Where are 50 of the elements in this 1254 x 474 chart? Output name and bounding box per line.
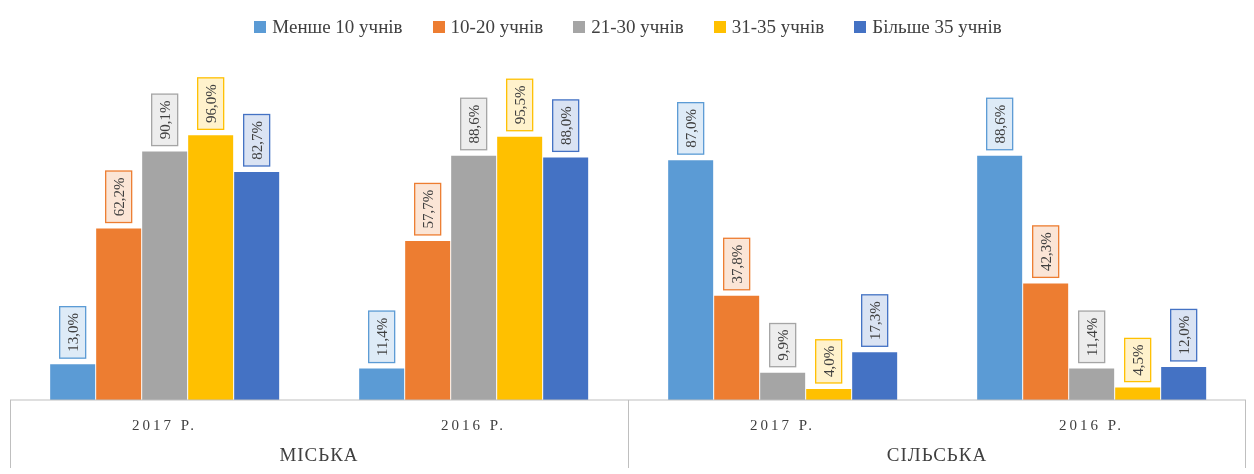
bar	[405, 240, 451, 400]
data-label: 11,4%	[1083, 317, 1100, 356]
data-label: 9,9%	[774, 329, 791, 361]
x-tick-label: 2017 Р.	[750, 417, 815, 433]
data-label: 87,0%	[682, 109, 699, 148]
bar	[852, 352, 898, 400]
bar	[234, 172, 280, 400]
data-label: 88,6%	[465, 104, 482, 144]
legend-label: Менше 10 учнів	[271, 16, 403, 38]
data-label: 88,0%	[557, 106, 574, 146]
legend-label: Більше 35 учнів	[871, 16, 1002, 38]
bar	[977, 155, 1023, 400]
bar	[806, 388, 852, 400]
bar	[188, 135, 234, 400]
data-label: 13,0%	[64, 313, 81, 352]
data-label: 96,0%	[202, 84, 219, 123]
data-label: 95,5%	[511, 85, 528, 125]
bar	[451, 155, 497, 400]
x-tick-label: 2017 Р.	[132, 417, 197, 433]
x-tick-label: 2016 Р.	[441, 417, 506, 433]
bar	[1161, 366, 1207, 400]
legend-label: 10-20 учнів	[449, 16, 544, 38]
x-tick-label: 2016 Р.	[1059, 417, 1124, 433]
bar	[96, 228, 142, 400]
bar	[497, 136, 543, 400]
legend-label: 31-35 учнів	[730, 16, 825, 38]
legend-label: 21-30 учнів	[590, 16, 684, 38]
bar	[760, 372, 806, 400]
bar	[714, 295, 760, 400]
data-label: 82,7%	[248, 120, 265, 160]
bar	[359, 368, 405, 400]
data-label: 37,8%	[728, 244, 745, 284]
bar	[142, 151, 188, 400]
data-label: 57,7%	[419, 189, 436, 229]
bar	[543, 157, 589, 400]
bar	[1069, 368, 1115, 400]
text: СІЛЬСЬКА	[885, 444, 989, 466]
data-label: 17,3%	[866, 301, 883, 340]
bar	[668, 160, 714, 400]
data-label: 62,2%	[110, 177, 127, 217]
data-label: 4,5%	[1129, 344, 1146, 376]
data-label: 42,3%	[1037, 232, 1054, 272]
data-label: 4,0%	[820, 345, 837, 377]
data-label: 11,4%	[373, 317, 390, 356]
bar	[1023, 283, 1069, 400]
text: МІСЬКА	[278, 444, 360, 466]
data-label: 12,0%	[1175, 315, 1192, 355]
data-label: 90,1%	[156, 100, 173, 140]
bar	[50, 364, 96, 400]
data-label: 88,6%	[991, 104, 1008, 144]
